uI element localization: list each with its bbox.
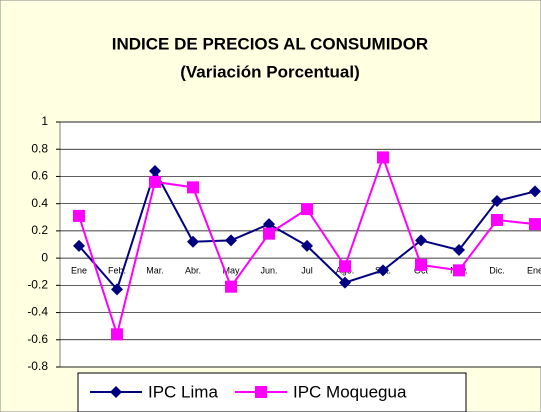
chart-title: INDICE DE PRECIOS AL CONSUMIDOR (112, 34, 428, 53)
point (255, 386, 267, 398)
y-tick-label: 0.2 (31, 223, 48, 237)
x-tick-label: Mar. (146, 265, 164, 275)
x-tick-label: Jun. (260, 265, 277, 275)
point (453, 243, 465, 256)
point (377, 264, 389, 277)
point (73, 209, 85, 222)
y-tick-label: 1 (41, 114, 48, 128)
chart-subtitle: (Variación Porcentual) (180, 62, 360, 81)
y-tick-label: 0.6 (31, 169, 48, 183)
y-tick-label: -0.6 (27, 332, 48, 346)
point (453, 264, 465, 277)
y-tick-label: 0.8 (31, 141, 48, 155)
point (377, 151, 389, 164)
legend-label: IPC Moquegua (293, 382, 407, 401)
x-tick-label: Jul (301, 265, 313, 275)
x-tick-label: Abr. (185, 265, 201, 275)
y-tick-label: 0.4 (31, 196, 48, 210)
point (339, 276, 351, 289)
x-tick-label: Ene (527, 265, 541, 275)
y-tick-label: -0.4 (27, 305, 48, 319)
point (263, 218, 275, 231)
point (225, 234, 237, 247)
x-tick-label: Dic. (489, 265, 505, 275)
point (111, 283, 123, 296)
point (110, 386, 122, 398)
x-tick-label: May (222, 265, 240, 275)
point (149, 175, 161, 188)
point (301, 203, 313, 216)
point (187, 235, 199, 248)
point (187, 181, 199, 194)
point (529, 218, 541, 231)
y-tick-label: -0.8 (27, 359, 48, 373)
y-tick-label: -0.2 (27, 278, 48, 292)
legend-label: IPC Lima (148, 382, 218, 401)
point (73, 239, 85, 252)
x-tick-label: Feb. (108, 265, 126, 275)
point (301, 239, 313, 252)
y-tick-label: 0 (41, 250, 48, 264)
point (111, 328, 123, 341)
point (339, 260, 351, 273)
point (415, 258, 427, 271)
point (529, 185, 541, 198)
point (415, 234, 427, 247)
point (149, 165, 161, 177)
point (225, 280, 237, 293)
point (491, 214, 503, 226)
x-tick-label: Ene (71, 265, 87, 275)
point (263, 227, 275, 240)
point (491, 194, 503, 207)
